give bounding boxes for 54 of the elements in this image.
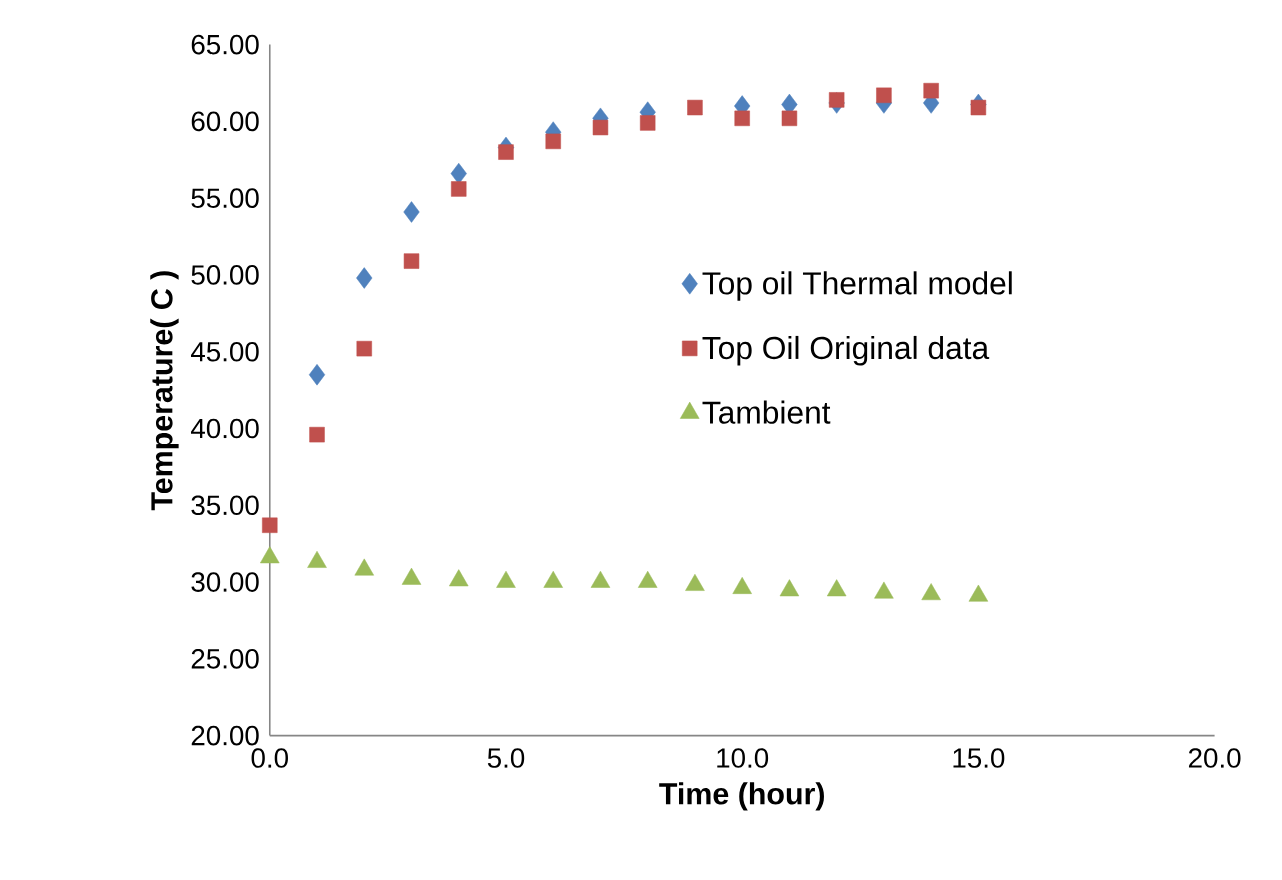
x-tick-label: 10.0	[717, 748, 769, 768]
point	[921, 583, 941, 600]
point	[451, 181, 467, 197]
point	[779, 579, 800, 597]
point	[637, 570, 658, 588]
y-tick-label: 60.00	[191, 111, 259, 132]
point	[923, 82, 939, 99]
point	[354, 558, 374, 576]
x-tick-label: 0.0	[251, 748, 288, 768]
point	[732, 576, 752, 594]
x-tick-label: 15.0	[953, 748, 1005, 768]
point	[874, 581, 894, 599]
point	[545, 133, 561, 149]
point	[828, 92, 845, 108]
x-tick-label: 20.0	[1188, 748, 1241, 768]
point	[403, 201, 420, 223]
point	[260, 546, 280, 564]
x-axis-title: Time (hour)	[659, 782, 824, 811]
point	[449, 569, 469, 587]
point	[734, 110, 750, 126]
y-tick-label: 20.00	[191, 725, 259, 746]
point	[403, 253, 420, 269]
y-tick-label: 65.00	[191, 34, 259, 55]
point	[970, 99, 987, 116]
point	[308, 363, 326, 386]
point	[496, 570, 516, 588]
y-tick-label: 35.00	[191, 495, 259, 515]
point	[781, 110, 798, 126]
point	[687, 99, 703, 116]
point	[498, 144, 514, 160]
point	[685, 573, 705, 591]
point	[590, 570, 611, 588]
point	[356, 267, 373, 289]
point	[356, 340, 372, 357]
y-tick-label: 25.00	[191, 648, 259, 669]
legend-label: Top oil Thermal model	[702, 271, 1012, 301]
point	[307, 550, 327, 568]
point	[876, 87, 892, 103]
point	[640, 115, 656, 131]
point	[309, 426, 325, 443]
point	[968, 584, 989, 602]
y-tick-label: 45.00	[191, 341, 259, 362]
y-tick-label: 30.00	[191, 572, 259, 592]
y-tick-label: 50.00	[191, 264, 259, 285]
point	[401, 567, 422, 585]
y-tick-label: 40.00	[191, 418, 259, 439]
point	[543, 570, 563, 588]
legend-label: Tambient	[702, 400, 831, 424]
y-tick-label: 55.00	[191, 188, 259, 208]
x-tick-label: 5.0	[487, 748, 525, 768]
point	[592, 119, 609, 136]
legend-label: Top Oil Original data	[702, 335, 990, 366]
y-axis-title: Temperature( C )	[150, 270, 179, 511]
point	[826, 579, 847, 597]
